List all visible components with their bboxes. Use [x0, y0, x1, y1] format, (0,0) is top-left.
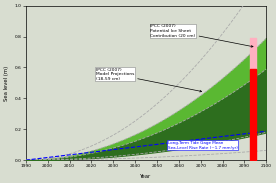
X-axis label: Year: Year — [140, 174, 152, 179]
Y-axis label: Sea level (m): Sea level (m) — [4, 65, 9, 100]
Text: Long-Term Tide Gage Mean
Sea-Level Rise Rate (~1.7 mm/yr): Long-Term Tide Gage Mean Sea-Level Rise … — [168, 140, 238, 150]
Text: IPCC (2007)
Potential Ice Sheet
Contribution (20 cm): IPCC (2007) Potential Ice Sheet Contribu… — [150, 24, 253, 47]
Text: IPCC (2007)
Model Projections
(18-59 cm): IPCC (2007) Model Projections (18-59 cm) — [96, 68, 201, 92]
